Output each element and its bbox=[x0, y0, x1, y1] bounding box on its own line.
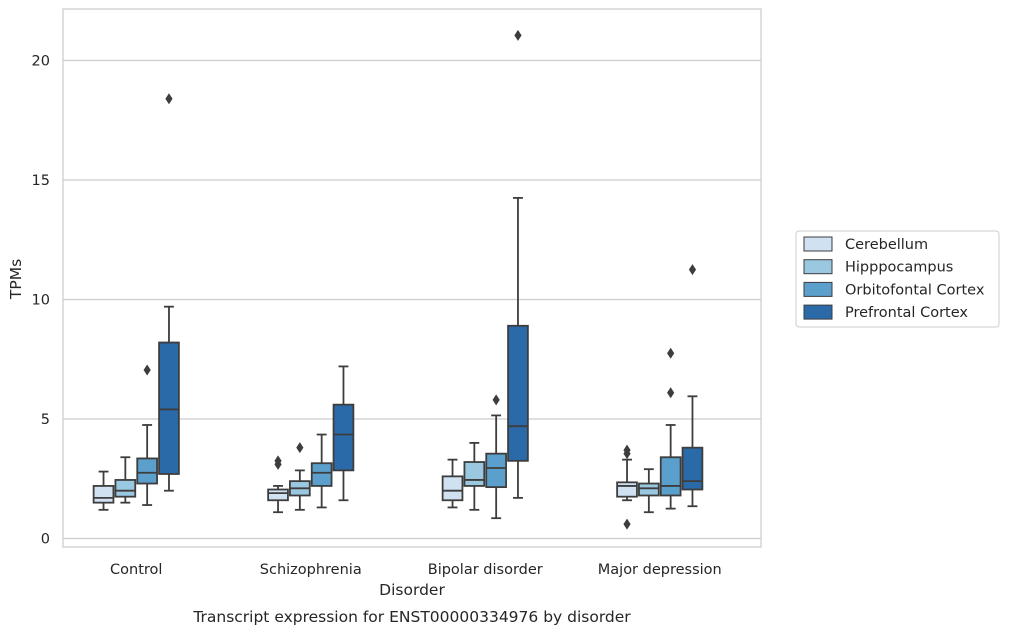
box-group bbox=[681, 264, 704, 508]
box-body bbox=[463, 461, 486, 487]
box-series bbox=[92, 29, 704, 530]
box-group bbox=[289, 442, 311, 511]
legend-label: Hipppocampus bbox=[845, 260, 953, 276]
box-group bbox=[267, 455, 289, 514]
outlier-point bbox=[514, 29, 522, 41]
outlier-point bbox=[623, 518, 631, 530]
box-body bbox=[136, 457, 158, 485]
box-body bbox=[485, 452, 507, 489]
x-tick-label: Bipolar disorder bbox=[428, 562, 543, 578]
outlier-point bbox=[165, 93, 173, 105]
box-body bbox=[681, 446, 704, 491]
box-body bbox=[267, 488, 289, 502]
box-group bbox=[158, 93, 180, 492]
outlier-point bbox=[274, 455, 282, 467]
box-body bbox=[114, 479, 137, 498]
box-body bbox=[507, 324, 529, 462]
box-body bbox=[638, 482, 660, 497]
box-group bbox=[463, 441, 486, 511]
legend-swatch bbox=[803, 259, 833, 275]
chart-caption: Transcript expression for ENST0000033497… bbox=[192, 608, 631, 626]
box-body bbox=[659, 456, 682, 497]
box-group bbox=[485, 394, 507, 520]
outlier-point bbox=[667, 387, 675, 399]
legend: Cerebellum Hipppocampus Orbitofontal Corte… bbox=[795, 230, 1000, 328]
legend-swatch bbox=[803, 281, 833, 297]
y-tick-label: 20 bbox=[32, 54, 50, 70]
box-group bbox=[332, 365, 355, 502]
legend-swatch bbox=[803, 236, 833, 252]
outlier-point bbox=[688, 264, 697, 276]
legend-frame bbox=[795, 230, 1000, 328]
x-axis-ticks: Control Schizophrenia Bipolar disorder Majo… bbox=[110, 562, 722, 578]
box-body bbox=[332, 403, 355, 472]
legend-swatch bbox=[803, 304, 833, 320]
legend-label: Cerebellum bbox=[845, 237, 928, 253]
outlier-point bbox=[296, 442, 304, 454]
outlier-point bbox=[623, 444, 631, 456]
x-axis-title: Disorder bbox=[379, 581, 445, 599]
box-group bbox=[616, 444, 638, 530]
outlier-point bbox=[667, 347, 675, 359]
outlier-point bbox=[143, 364, 151, 376]
box-group bbox=[507, 29, 529, 499]
y-axis-title: TPMs bbox=[7, 259, 25, 300]
plot-area-frame bbox=[62, 8, 762, 548]
x-tick-label: Schizophrenia bbox=[260, 562, 362, 578]
box-body bbox=[616, 481, 638, 498]
y-tick-label: 10 bbox=[32, 293, 50, 309]
y-tick-label: 0 bbox=[41, 532, 50, 548]
box-group bbox=[638, 468, 660, 514]
y-axis-ticks: 0 5 10 15 20 bbox=[32, 54, 50, 548]
y-tick-label: 15 bbox=[32, 173, 50, 189]
box-body bbox=[92, 485, 115, 504]
box-body bbox=[158, 341, 180, 475]
legend-label: Prefrontal Cortex bbox=[845, 305, 968, 321]
legend-label: Orbitofontal Cortex bbox=[845, 282, 985, 298]
box-group bbox=[136, 364, 158, 506]
box-group bbox=[114, 456, 137, 504]
box-group bbox=[659, 347, 682, 510]
box-group bbox=[441, 458, 464, 509]
x-tick-label: Control bbox=[110, 562, 162, 578]
box-body bbox=[441, 475, 464, 502]
y-tick-label: 5 bbox=[41, 412, 50, 428]
x-tick-label: Major depression bbox=[598, 562, 722, 578]
outlier-point bbox=[492, 394, 500, 406]
box-body bbox=[310, 462, 333, 487]
box-group bbox=[92, 470, 115, 511]
box-group bbox=[310, 433, 333, 509]
